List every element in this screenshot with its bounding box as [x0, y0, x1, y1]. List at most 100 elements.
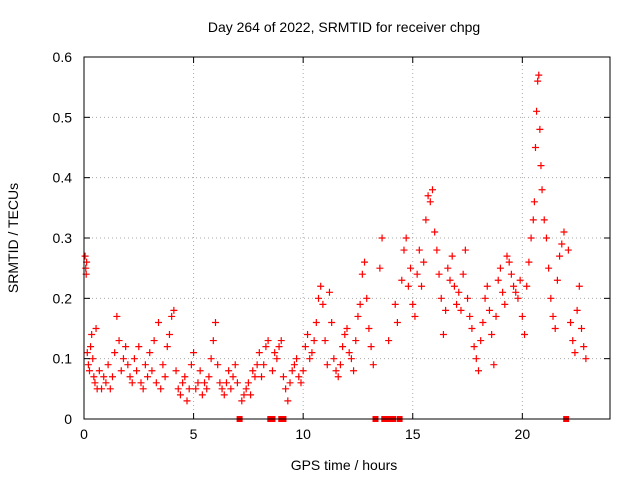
data-point	[98, 385, 106, 393]
data-point	[89, 355, 97, 363]
data-point	[165, 331, 173, 339]
data-point	[485, 306, 493, 314]
x-tick-label: 10	[295, 426, 311, 442]
data-point	[529, 216, 537, 224]
data-point	[249, 367, 257, 375]
y-tick-label: 0.2	[53, 290, 73, 306]
data-point	[238, 397, 246, 405]
data-point	[433, 246, 441, 254]
data-point	[499, 288, 507, 296]
data-point	[459, 270, 467, 278]
data-point	[481, 294, 489, 302]
data-point	[290, 361, 298, 369]
data-point	[196, 367, 204, 375]
data-point	[222, 379, 230, 387]
data-point	[567, 318, 575, 326]
data-point	[439, 331, 447, 339]
data-point	[492, 312, 500, 320]
chart-title: Day 264 of 2022, SRMTID for receiver chp…	[208, 19, 480, 35]
data-point	[332, 367, 340, 375]
data-point	[163, 343, 171, 351]
data-point	[119, 355, 127, 363]
data-point	[133, 367, 141, 375]
data-point	[363, 294, 371, 302]
data-point	[507, 270, 515, 278]
data-point	[92, 325, 100, 332]
data-point	[220, 391, 228, 399]
data-point	[558, 240, 566, 248]
data-point	[124, 361, 132, 369]
data-point	[490, 361, 498, 369]
data-point	[569, 337, 577, 345]
data-point	[535, 71, 543, 79]
data-point	[556, 252, 564, 260]
data-point	[407, 264, 415, 272]
data-point	[115, 337, 123, 345]
data-point	[279, 373, 287, 381]
data-point	[229, 373, 237, 381]
data-point	[194, 379, 202, 387]
data-point	[571, 349, 579, 357]
data-point	[262, 343, 270, 351]
axis-ticks	[83, 56, 610, 420]
data-point	[201, 379, 209, 387]
data-point	[501, 300, 509, 308]
data-point	[334, 373, 342, 381]
data-point	[268, 367, 276, 375]
data-point	[157, 385, 165, 393]
data-point	[442, 306, 450, 314]
y-tick-label: 0.6	[53, 49, 73, 65]
data-point	[282, 385, 290, 393]
data-point	[347, 355, 355, 363]
data-point	[564, 246, 572, 254]
data-point	[214, 361, 222, 369]
data-point	[413, 270, 421, 278]
data-point	[88, 331, 96, 339]
data-point	[198, 391, 206, 399]
data-point	[275, 343, 283, 351]
data-point	[81, 252, 89, 260]
data-point	[260, 361, 268, 369]
data-point	[422, 216, 430, 224]
data-point	[315, 294, 323, 302]
data-point	[251, 373, 259, 381]
data-point	[190, 349, 198, 357]
data-point	[336, 361, 344, 369]
data-point	[233, 379, 241, 387]
data-point	[525, 258, 533, 266]
data-point	[479, 318, 487, 326]
data-point	[218, 385, 226, 393]
data-point	[85, 367, 93, 375]
data-point	[409, 300, 417, 308]
data-point	[152, 379, 160, 387]
data-point	[159, 361, 167, 369]
data-point	[317, 282, 325, 290]
data-point	[343, 325, 351, 332]
data-point	[87, 343, 95, 351]
data-point	[192, 385, 200, 393]
data-point	[339, 343, 347, 351]
data-point	[477, 337, 485, 345]
data-point	[284, 397, 292, 405]
data-point	[542, 234, 550, 242]
data-points	[81, 71, 590, 405]
data-point	[560, 228, 568, 236]
data-point	[573, 306, 581, 314]
data-point	[111, 349, 119, 357]
data-point	[516, 276, 524, 284]
data-point	[330, 355, 338, 363]
data-point	[106, 385, 114, 393]
x-tick-label: 5	[190, 426, 198, 442]
data-point	[255, 349, 263, 357]
data-point	[146, 349, 154, 357]
data-point	[174, 385, 182, 393]
data-point	[185, 385, 193, 393]
x-tick-label: 15	[405, 426, 421, 442]
data-point	[512, 288, 520, 296]
data-point	[126, 373, 134, 381]
data-point	[135, 343, 143, 351]
y-tick-label: 0.3	[53, 230, 73, 246]
y-tick-label: 0.1	[53, 351, 73, 367]
data-point	[503, 252, 511, 260]
data-point	[367, 343, 375, 351]
